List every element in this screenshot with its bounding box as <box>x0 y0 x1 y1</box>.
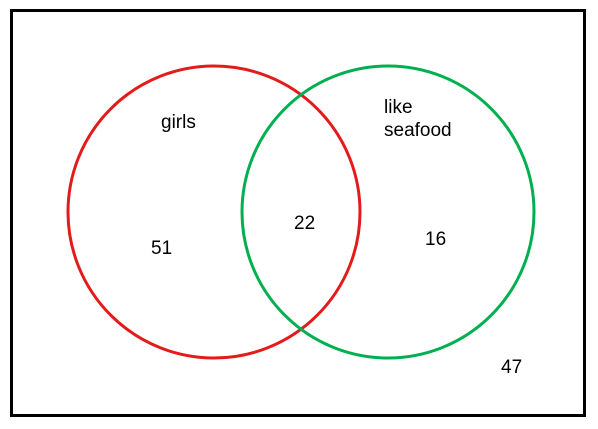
intersection-count: 22 <box>294 213 316 234</box>
seafood-set-label: like seafood <box>384 97 452 143</box>
universal-set-border <box>10 9 586 417</box>
seafood-circle <box>240 64 536 360</box>
seafood-only-count: 16 <box>425 229 447 250</box>
girls-circle <box>66 64 362 360</box>
girls-set-label: girls <box>161 112 196 133</box>
neither-count: 47 <box>501 357 523 378</box>
seafood-label-line1: like <box>384 97 413 118</box>
girls-only-count: 51 <box>151 238 173 259</box>
seafood-label-line2: seafood <box>384 119 452 141</box>
